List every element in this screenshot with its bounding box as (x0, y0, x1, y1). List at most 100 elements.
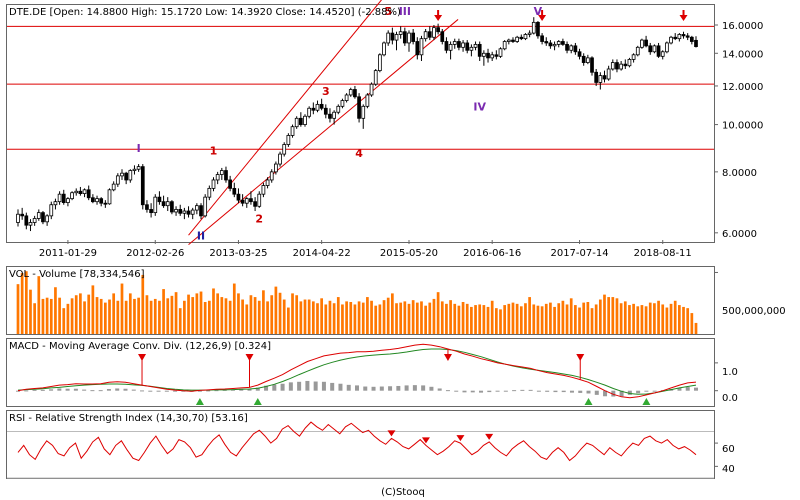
volume-bar (370, 300, 373, 334)
candle-body (136, 166, 141, 170)
candle-body (519, 36, 524, 40)
candle-body (494, 54, 499, 57)
macd-histogram-bar (106, 389, 111, 391)
candle-body (548, 42, 553, 47)
candle-body (32, 218, 37, 223)
candle-body (236, 193, 241, 201)
macd-histogram-bar (98, 390, 103, 392)
volume-bar (324, 304, 328, 334)
macd-histogram-bar (371, 386, 376, 391)
price-x-tick-label: 2017-07-14 (550, 248, 608, 259)
volume-bar (99, 298, 103, 334)
candle-body (157, 196, 162, 203)
volume-bar (170, 295, 174, 334)
macd-histogram-bar (487, 390, 492, 393)
candle-body (527, 32, 532, 35)
volume-bar (603, 294, 606, 334)
volume-bar (311, 301, 315, 334)
macd-histogram-bar (115, 388, 120, 391)
macd-histogram-bar (16, 390, 20, 392)
wave-label: III (399, 5, 411, 18)
candle-body (615, 62, 619, 70)
macd-histogram-bar (148, 390, 153, 392)
candle-body (585, 57, 590, 63)
macd-histogram-bar (677, 387, 682, 391)
trend-channel-line (188, 19, 459, 245)
volume-bar (166, 298, 170, 334)
candle-body (315, 103, 320, 111)
volume-bar (83, 301, 86, 334)
candle-body (590, 57, 594, 73)
candle-body (45, 215, 49, 223)
candle-body (53, 201, 58, 206)
macd-histogram-bar (586, 390, 591, 394)
candle-body (610, 62, 615, 70)
volume-bar (544, 303, 548, 334)
candle-body (673, 36, 678, 40)
volume-bar (486, 306, 490, 334)
volume-bar (432, 298, 436, 334)
volume-bar (582, 302, 586, 334)
macd-histogram-bar (462, 390, 467, 393)
volume-bar (640, 305, 644, 334)
rsi-layer (7, 421, 718, 479)
volume-bar (503, 305, 507, 334)
macd-histogram-bar (73, 388, 78, 391)
macd-histogram-bar (197, 390, 202, 392)
candle-body (536, 21, 540, 37)
macd-histogram-bar (288, 382, 293, 391)
candle-body (419, 38, 424, 56)
volume-bar (274, 286, 278, 334)
candle-body (211, 179, 216, 189)
price-x-tick-label: 2013-03-25 (209, 248, 267, 259)
volume-bar (653, 303, 656, 334)
volume-bar (490, 300, 494, 334)
volume-bar (295, 295, 299, 334)
candle-body (265, 179, 270, 186)
candle-body (261, 185, 266, 195)
macd-histogram-bar (123, 388, 128, 391)
volume-bar (133, 298, 136, 334)
macd-histogram-bar (230, 389, 235, 391)
volume-bar (648, 302, 652, 334)
candle-body (669, 36, 673, 44)
volume-bar (108, 299, 111, 334)
candle-body (86, 189, 91, 199)
volume-bar (594, 304, 598, 334)
candle-body (149, 209, 153, 214)
macd-panel (6, 338, 715, 407)
price-y-tick-label: 8.0000 (722, 168, 757, 179)
candle-body (336, 105, 341, 113)
volume-bar (657, 300, 660, 334)
macd-header: MACD - Moving Average Conv. Div. (12,26,… (9, 341, 271, 352)
macd-histogram-bar (156, 390, 161, 392)
macd-histogram-bar (255, 387, 260, 391)
volume-bar (361, 302, 365, 334)
candle-body (652, 45, 657, 53)
macd-histogram-bar (388, 386, 393, 391)
volume-bar (278, 292, 282, 334)
price-y-tick-label: 10.0000 (722, 121, 763, 132)
candle-body (361, 105, 366, 119)
volume-bar (407, 303, 411, 334)
candle-body (294, 117, 299, 128)
price-x-tick-label: 2018-08-11 (634, 248, 692, 259)
volume-bar (345, 301, 348, 334)
candle-body (24, 215, 29, 226)
volume-bar (299, 301, 303, 334)
candle-body (95, 198, 99, 203)
candle-body (594, 71, 599, 83)
candle-body (140, 166, 145, 206)
macd-buy-marker-icon (253, 398, 262, 405)
volume-bar (470, 306, 473, 334)
rsi-overbought-marker-icon (421, 437, 430, 444)
price-layer: 16.0000 14.0000 12.0000 10.0000 8.0000 6.0000… (7, 0, 763, 259)
macd-histogram-bar (470, 390, 475, 393)
volume-bar (440, 301, 444, 334)
volume-bar (598, 299, 602, 334)
volume-bar (224, 298, 228, 334)
volume-bar (553, 306, 556, 334)
candle-body (111, 183, 116, 191)
volume-bar (187, 294, 190, 334)
candle-body (274, 163, 278, 173)
